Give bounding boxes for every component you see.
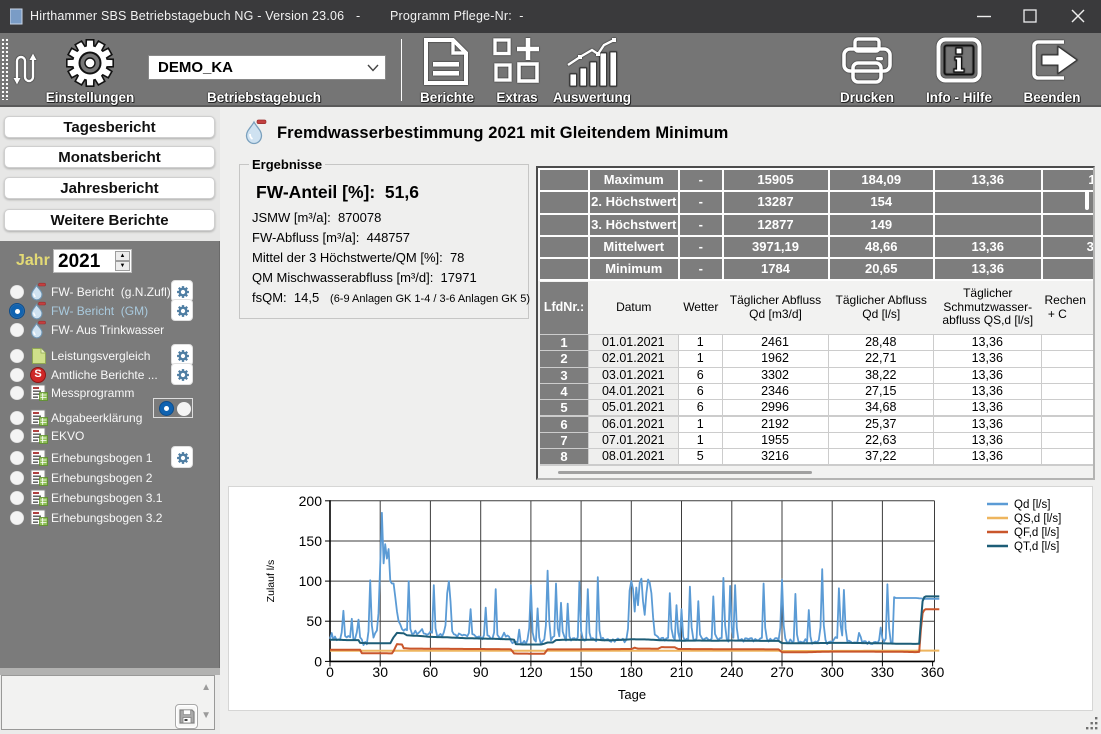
svg-text:0: 0 (326, 664, 334, 680)
svg-text:0: 0 (314, 653, 322, 669)
svg-text:Zulauf l/s: Zulauf l/s (265, 560, 277, 603)
svg-text:Qd [l/s]: Qd [l/s] (1014, 499, 1050, 511)
svg-text:200: 200 (299, 493, 323, 509)
svg-text:300: 300 (821, 664, 845, 680)
svg-text:100: 100 (299, 573, 323, 589)
svg-text:330: 330 (871, 664, 895, 680)
svg-text:150: 150 (569, 664, 593, 680)
svg-text:Tage: Tage (618, 687, 646, 702)
svg-text:30: 30 (372, 664, 388, 680)
svg-text:150: 150 (299, 533, 323, 549)
svg-text:90: 90 (473, 664, 489, 680)
svg-text:240: 240 (720, 664, 744, 680)
svg-text:210: 210 (670, 664, 694, 680)
svg-text:QT,d [l/s]: QT,d [l/s] (1014, 541, 1059, 553)
svg-text:270: 270 (770, 664, 794, 680)
svg-text:50: 50 (306, 613, 322, 629)
svg-text:QF,d [l/s]: QF,d [l/s] (1014, 527, 1059, 539)
svg-text:QS,d [l/s]: QS,d [l/s] (1014, 513, 1061, 525)
svg-text:180: 180 (620, 664, 644, 680)
svg-text:120: 120 (519, 664, 543, 680)
svg-text:60: 60 (423, 664, 439, 680)
svg-text:360: 360 (921, 664, 945, 680)
